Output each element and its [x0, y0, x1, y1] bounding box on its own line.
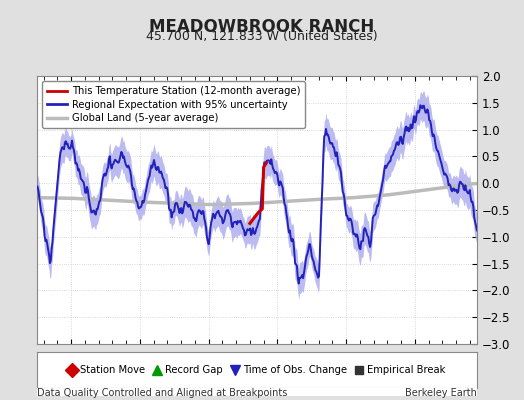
Text: 45.700 N, 121.833 W (United States): 45.700 N, 121.833 W (United States): [146, 30, 378, 43]
Text: MEADOWBROOK RANCH: MEADOWBROOK RANCH: [149, 18, 375, 36]
Text: Data Quality Controlled and Aligned at Breakpoints: Data Quality Controlled and Aligned at B…: [37, 388, 287, 398]
Legend: This Temperature Station (12-month average), Regional Expectation with 95% uncer: This Temperature Station (12-month avera…: [42, 81, 305, 128]
Text: Berkeley Earth: Berkeley Earth: [405, 388, 477, 398]
Legend: Station Move, Record Gap, Time of Obs. Change, Empirical Break: Station Move, Record Gap, Time of Obs. C…: [65, 362, 449, 378]
